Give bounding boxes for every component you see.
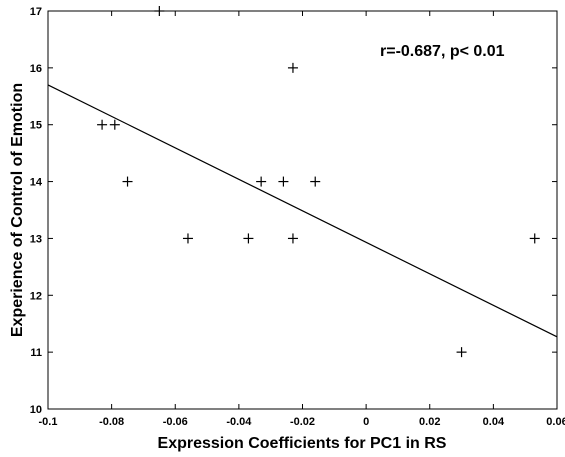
data-point [278, 176, 289, 187]
data-point [243, 233, 254, 244]
y-tick-label: 14 [30, 177, 43, 189]
y-axis-label: Experience of Control of Emotion [9, 83, 26, 337]
x-tick-label: -0.06 [163, 416, 188, 428]
y-tick-label: 15 [30, 120, 42, 132]
data-point [529, 233, 540, 244]
data-point [310, 176, 321, 187]
data-point [122, 176, 133, 187]
x-tick-label: -0.08 [99, 416, 124, 428]
data-point [97, 119, 108, 130]
data-point [256, 176, 267, 187]
x-tick-label: 0.04 [483, 416, 505, 428]
axis-ticks: -0.1 -0.08 -0.06 -0.04 -0.02 0 0.02 0.04 0.06 10 1… [30, 6, 565, 428]
data-point [456, 347, 467, 358]
y-tick-label: 12 [30, 290, 42, 302]
fit-line-layer [47, 84, 558, 338]
x-tick-label: 0 [363, 416, 369, 428]
y-tick-label: 10 [30, 404, 42, 416]
y-tick-label: 17 [30, 6, 42, 18]
regression-line [47, 84, 558, 338]
x-tick-label: 0.02 [419, 416, 440, 428]
data-point [182, 233, 193, 244]
x-tick-label: -0.04 [226, 416, 252, 428]
plot-area [47, 10, 558, 410]
data-point [154, 6, 165, 16]
data-point [109, 119, 120, 130]
x-axis-label: Expression Coefficients for PC1 in RS [158, 435, 447, 452]
y-tick-label: 16 [30, 63, 42, 75]
y-tick-label: 11 [30, 347, 42, 359]
x-tick-label: 0.06 [546, 416, 565, 428]
y-tick-label: 13 [30, 233, 42, 245]
correlation-annotation: r=-0.687, p< 0.01 [380, 43, 505, 60]
data-point [287, 233, 298, 244]
data-point [287, 62, 298, 73]
x-tick-label: -0.02 [290, 416, 315, 428]
data-points [97, 6, 540, 358]
x-tick-label: -0.1 [39, 416, 58, 428]
